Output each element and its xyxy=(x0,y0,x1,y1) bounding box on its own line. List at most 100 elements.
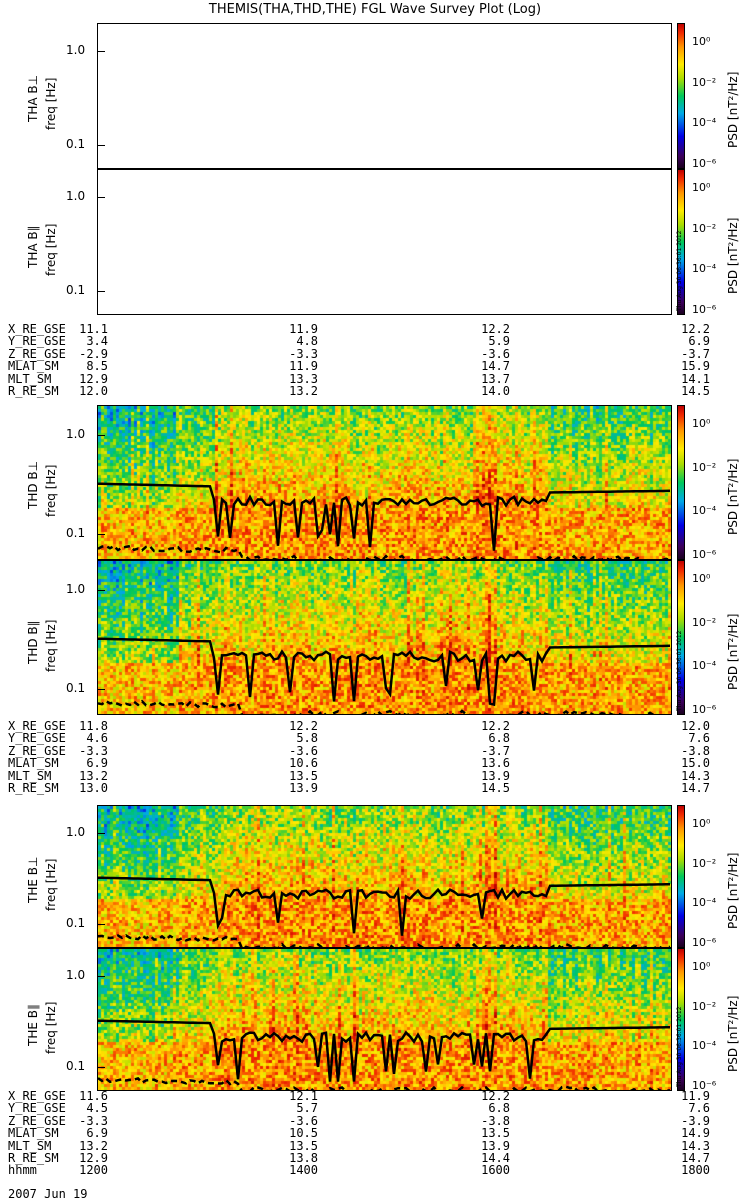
fce-line xyxy=(98,876,670,936)
y-tick-mark xyxy=(97,589,105,591)
y-axis-label: THA B∥ xyxy=(26,225,40,268)
colorbar xyxy=(677,805,685,948)
orbit-value: 15.0 xyxy=(681,756,710,771)
orbit-value: 14.5 xyxy=(681,383,710,398)
orbit-value: 12.0 xyxy=(681,719,710,733)
y-axis-unit: freq [Hz] xyxy=(44,619,58,672)
colorbar-tick-label: 10⁰ xyxy=(692,35,711,48)
colorbar-tick-label: 10⁻² xyxy=(692,460,717,474)
orbit-value: 4.6 xyxy=(86,731,108,746)
cyclotron-frequency-lines xyxy=(98,637,671,714)
y-tick-mark xyxy=(97,924,105,926)
orbit-row-label: MLT_SM xyxy=(8,768,52,783)
colorbar-tick-label: 10⁻² xyxy=(692,75,717,89)
orbit-value: 13.7 xyxy=(481,371,510,386)
y-tick-mark xyxy=(97,197,105,199)
spectrogram-panel-tha-bperp xyxy=(97,23,672,169)
orbit-row-label: MLT_SM xyxy=(8,1138,52,1153)
orbit-row-label: Z_RE_GSE xyxy=(8,346,66,361)
colorbar-tick-label: 10⁻² xyxy=(692,999,717,1013)
orbit-value: 5.9 xyxy=(488,334,510,349)
orbit-value: 6.9 xyxy=(688,334,710,349)
colorbar-tick-label: 10⁻² xyxy=(692,856,717,870)
colorbar-tick-label: 10⁻⁴ xyxy=(692,262,717,276)
orbit-value: 6.9 xyxy=(86,756,108,771)
colorbar-tick-label: 10⁻⁶ xyxy=(692,1079,717,1092)
orbit-value: -3.8 xyxy=(481,1113,510,1128)
orbit-row-label: MLT_SM xyxy=(8,371,52,386)
orbit-value: 12.2 xyxy=(681,322,710,336)
orbit-value: 12.2 xyxy=(481,719,510,733)
colorbar-tick-label: 10⁻⁶ xyxy=(692,157,717,170)
colorbar xyxy=(677,23,685,169)
orbit-row-label: Z_RE_GSE xyxy=(8,743,66,758)
orbit-value: 6.9 xyxy=(86,1126,108,1141)
orbit-value: 12.9 xyxy=(79,371,108,386)
orbit-value: 5.8 xyxy=(296,731,318,746)
colorbar-label: PSD [nT²/Hz] xyxy=(726,71,740,148)
orbit-row-label: hhmm xyxy=(8,1163,37,1178)
orbit-value: 7.6 xyxy=(688,1101,710,1116)
spectrogram-panel-the-bpar xyxy=(97,948,672,1091)
y-tick-mark xyxy=(97,51,105,53)
fce-line xyxy=(98,1019,670,1082)
y-tick-mark xyxy=(97,975,105,977)
spectrogram-image xyxy=(98,561,671,714)
orbit-value: 1400 xyxy=(289,1163,318,1178)
orbit-value: 5.7 xyxy=(296,1101,318,1116)
orbit-value: 12.1 xyxy=(289,1089,318,1103)
colorbar-label: PSD [nT²/Hz] xyxy=(726,995,740,1072)
colorbar-tick-label: 10⁰ xyxy=(692,181,711,194)
timestamp-stamp: Thu Aug 30 06:36:01 2012 xyxy=(676,1006,683,1087)
cyclotron-frequency-lines xyxy=(98,1019,670,1090)
orbit-value: 13.2 xyxy=(79,1138,108,1153)
colorbar-tick-label: 10⁻⁶ xyxy=(692,303,717,316)
orbit-value: 13.0 xyxy=(79,780,108,795)
orbit-row-label: R_RE_SM xyxy=(8,780,59,795)
colorbar-tick-label: 10⁻⁴ xyxy=(692,659,717,673)
orbit-value: 7.6 xyxy=(688,731,710,746)
orbit-value: 11.9 xyxy=(289,322,318,336)
orbit-value: 12.2 xyxy=(289,719,318,733)
y-tick-mark xyxy=(97,689,105,691)
orbit-value: 3.4 xyxy=(86,334,108,349)
y-axis-unit: freq [Hz] xyxy=(44,223,58,276)
orbit-value: 14.7 xyxy=(481,359,510,374)
timestamp-stamp: Thu Aug 30 06:36:01 2012 xyxy=(676,630,683,711)
cyclotron-frequency-lines xyxy=(98,876,671,947)
y-axis-unit: freq [Hz] xyxy=(44,464,58,517)
orbit-value: 12.2 xyxy=(481,1089,510,1103)
orbit-value: -3.8 xyxy=(681,743,710,758)
y-tick-label: 0.1 xyxy=(66,282,86,297)
y-axis-label: THE B∥ xyxy=(26,1003,40,1046)
y-axis-unit: freq [Hz] xyxy=(44,77,58,130)
orbit-value: -3.6 xyxy=(289,1113,318,1128)
orbit-row-label: X_RE_GSE xyxy=(8,1089,66,1103)
y-tick-label: 1.0 xyxy=(66,43,86,58)
orbit-row-label: Y_RE_GSE xyxy=(8,334,66,349)
colorbar xyxy=(677,405,685,560)
orbit-value: 13.5 xyxy=(289,768,318,783)
y-axis-label: THA B⊥ xyxy=(26,74,40,122)
orbit-value: 13.2 xyxy=(289,383,318,398)
orbit-row-label: Y_RE_GSE xyxy=(8,731,66,746)
orbit-value: -2.9 xyxy=(79,346,108,361)
y-axis-unit: freq [Hz] xyxy=(44,858,58,911)
cyclotron-frequency-lines xyxy=(98,482,671,559)
orbit-value: 1800 xyxy=(681,1163,710,1178)
orbit-value: 14.7 xyxy=(681,1150,710,1165)
orbit-value: 12.0 xyxy=(79,383,108,398)
colorbar-label: PSD [nT²/Hz] xyxy=(726,852,740,929)
y-tick-label: 0.1 xyxy=(66,681,86,696)
colorbar xyxy=(677,948,685,1091)
orbit-row-label: X_RE_GSE xyxy=(8,719,66,733)
orbit-value: 13.3 xyxy=(289,371,318,386)
orbit-value: -3.7 xyxy=(681,346,710,361)
orbit-value: 6.8 xyxy=(488,731,510,746)
orbit-value: -3.3 xyxy=(79,743,108,758)
orbit-value: 10.5 xyxy=(289,1126,318,1141)
orbit-value: 14.0 xyxy=(481,383,510,398)
orbit-value: 12.9 xyxy=(79,1150,108,1165)
colorbar-tick-label: 10⁻⁴ xyxy=(692,896,717,910)
orbit-value: -3.6 xyxy=(481,346,510,361)
